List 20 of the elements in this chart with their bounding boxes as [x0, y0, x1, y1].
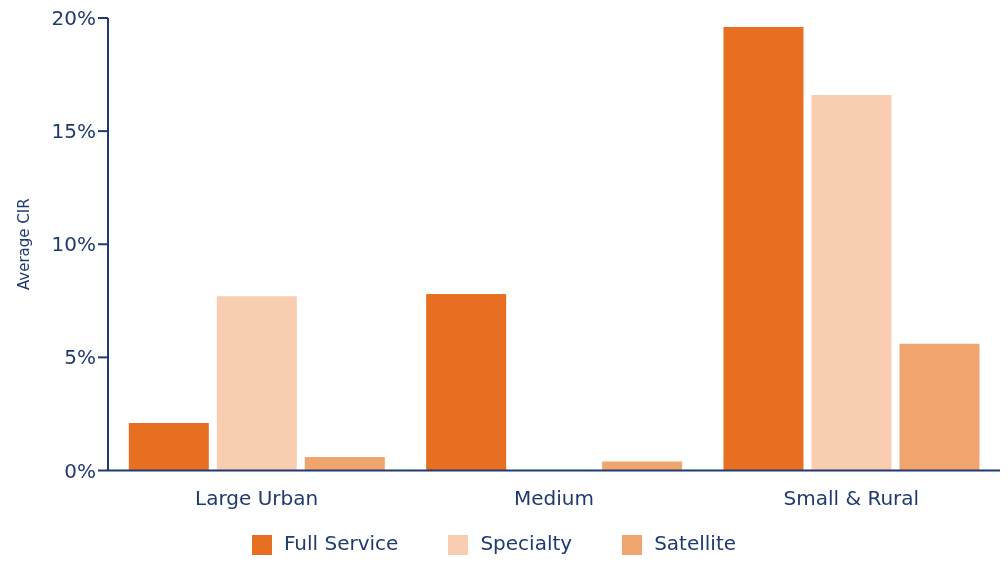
x-tick-label: Medium — [514, 485, 594, 510]
legend-label: Satellite — [654, 530, 737, 555]
legend-label: Specialty — [480, 530, 573, 555]
y-tick-label: 5% — [64, 345, 96, 370]
y-axis-title: Average CIR — [15, 198, 34, 291]
bar — [811, 94, 892, 471]
bar — [216, 296, 297, 471]
x-tick-label: Small & Rural — [783, 485, 920, 510]
y-tick-label: 15% — [51, 119, 96, 144]
bar — [426, 294, 507, 471]
bar — [899, 343, 980, 471]
bar — [304, 456, 385, 471]
x-tick-label: Large Urban — [195, 485, 319, 510]
legend-label: Full Service — [283, 530, 399, 555]
y-tick-label: 20% — [51, 6, 96, 31]
y-tick-label: 10% — [51, 232, 96, 257]
bar — [602, 461, 683, 471]
bar — [128, 422, 209, 471]
bar — [723, 27, 804, 471]
y-tick-label: 0% — [64, 458, 96, 483]
